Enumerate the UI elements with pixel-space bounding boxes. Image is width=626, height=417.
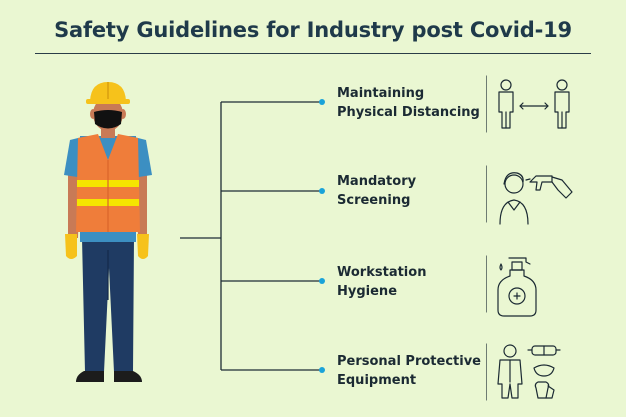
guideline-line: Screening <box>337 193 411 208</box>
connector-dot-3 <box>319 278 325 284</box>
connector-dot-2 <box>319 188 325 194</box>
physical-distancing-icon <box>498 79 570 129</box>
guideline-line: Physical Distancing <box>337 105 480 120</box>
guideline-line: Mandatory <box>337 174 417 189</box>
worker-illustration <box>64 82 152 382</box>
connector-dot-1 <box>319 99 325 105</box>
guideline-line: Personal Protective <box>337 354 482 369</box>
guideline-label-hygiene: Workstation Hygiene <box>337 263 426 301</box>
guideline-line: Hygiene <box>337 284 398 299</box>
connector-dot-4 <box>319 367 325 373</box>
ppe-kit-icon <box>497 344 561 399</box>
guideline-label-distancing: Maintaining Physical Distancing <box>337 84 480 122</box>
guideline-line: Equipment <box>337 373 417 388</box>
connector-tree <box>180 101 322 371</box>
guideline-label-ppe: Personal Protective Equipment <box>337 352 481 390</box>
temperature-screening-icon <box>499 172 573 225</box>
page-title: Safety Guidelines for Industry post Covi… <box>54 18 572 42</box>
hand-sanitizer-icon <box>497 257 537 317</box>
guideline-line: Workstation <box>337 265 427 280</box>
title-divider <box>35 53 591 54</box>
guideline-line: Maintaining <box>337 86 425 101</box>
guideline-label-screening: Mandatory Screening <box>337 172 416 210</box>
guideline-icons <box>486 75 573 401</box>
